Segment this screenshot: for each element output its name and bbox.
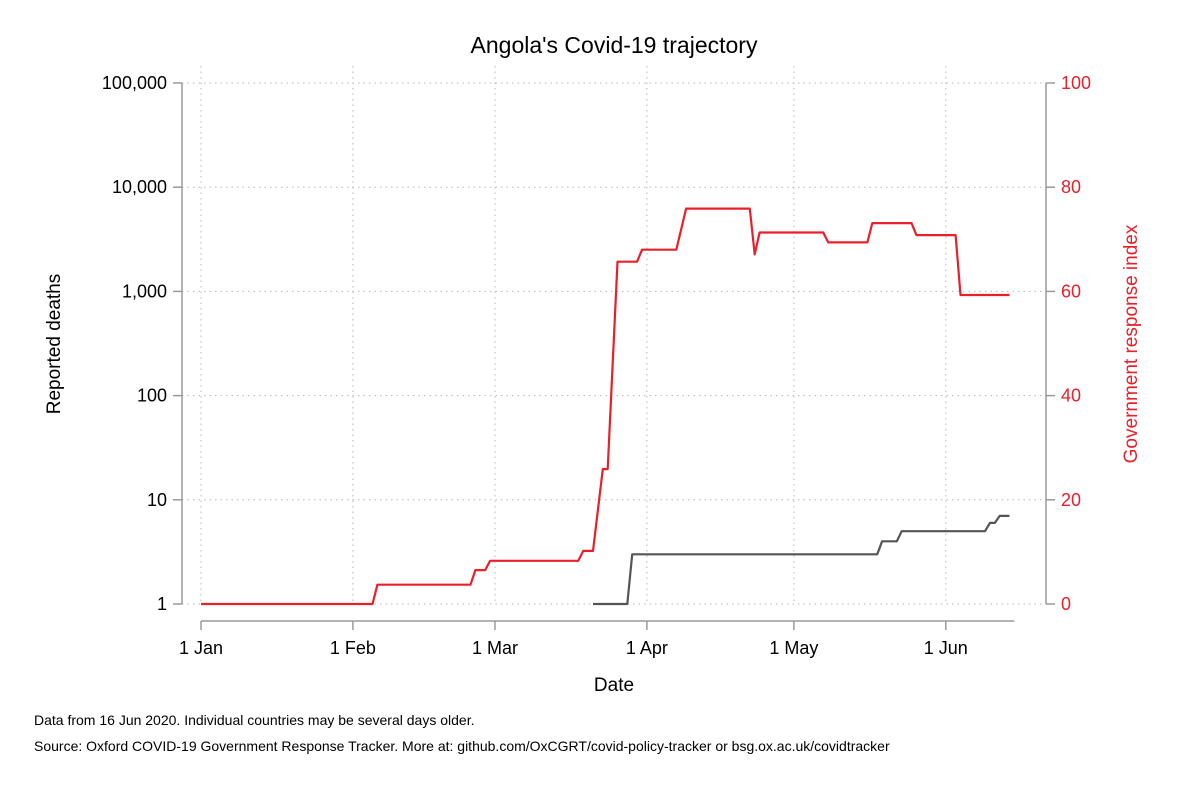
axes: 1 10 100 1,000 10,000 100,000 0 20 40 60 80 100 1 Ja… xyxy=(102,73,1091,658)
right-tick-label: 80 xyxy=(1061,177,1081,197)
x-tick-label: 1 Jan xyxy=(179,638,223,658)
left-tick-label: 10,000 xyxy=(112,177,167,197)
left-tick-label: 1 xyxy=(157,594,167,614)
left-axis-label: Reported deaths xyxy=(44,274,65,415)
right-tick-label: 100 xyxy=(1061,73,1091,93)
chart-title: Angola's Covid-19 trajectory xyxy=(471,32,758,58)
x-axis-label: Date xyxy=(594,675,634,696)
left-tick-label: 10 xyxy=(147,490,167,510)
series-line-response-index xyxy=(201,207,1010,606)
footnote-source: Source: Oxford COVID-19 Government Respo… xyxy=(34,738,890,754)
right-tick-label: 0 xyxy=(1061,594,1071,614)
series-line-deaths xyxy=(593,514,1010,606)
left-tick-label: 1,000 xyxy=(122,281,167,301)
x-tick-label: 1 Jun xyxy=(924,638,968,658)
x-tick-label: 1 Apr xyxy=(626,638,668,658)
right-tick-label: 40 xyxy=(1061,386,1081,406)
series-lines xyxy=(201,207,1010,606)
covid-trajectory-chart: Angola's Covid-19 trajectory 1 10 100 1,000… xyxy=(44,32,1142,696)
left-tick-label: 100,000 xyxy=(102,73,167,93)
footnote-data-date: Data from 16 Jun 2020. Individual countr… xyxy=(34,712,475,728)
right-tick-label: 20 xyxy=(1061,490,1081,510)
left-tick-label: 100 xyxy=(137,386,167,406)
x-tick-label: 1 May xyxy=(769,638,818,658)
x-tick-label: 1 Feb xyxy=(330,638,376,658)
right-axis-label: Government response index xyxy=(1121,224,1142,463)
right-tick-label: 60 xyxy=(1061,281,1081,301)
x-tick-label: 1 Mar xyxy=(472,638,518,658)
